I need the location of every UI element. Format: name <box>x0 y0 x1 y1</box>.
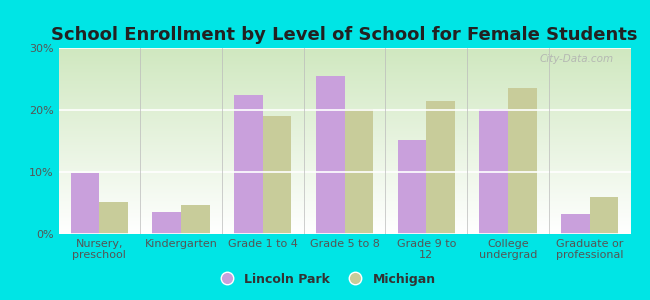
Bar <box>316 76 344 234</box>
Legend: Lincoln Park, Michigan: Lincoln Park, Michigan <box>209 268 441 291</box>
Bar <box>263 116 291 234</box>
Bar <box>590 197 618 234</box>
Bar <box>508 88 536 234</box>
Bar <box>426 101 455 234</box>
Bar <box>181 205 210 234</box>
Text: City-Data.com: City-Data.com <box>540 54 614 64</box>
Bar <box>153 212 181 234</box>
Bar <box>561 214 590 234</box>
Bar <box>71 172 99 234</box>
Title: School Enrollment by Level of School for Female Students: School Enrollment by Level of School for… <box>51 26 638 44</box>
Bar <box>99 202 128 234</box>
Bar <box>398 140 426 234</box>
Bar <box>479 109 508 234</box>
Bar <box>344 110 373 234</box>
Bar <box>234 94 263 234</box>
